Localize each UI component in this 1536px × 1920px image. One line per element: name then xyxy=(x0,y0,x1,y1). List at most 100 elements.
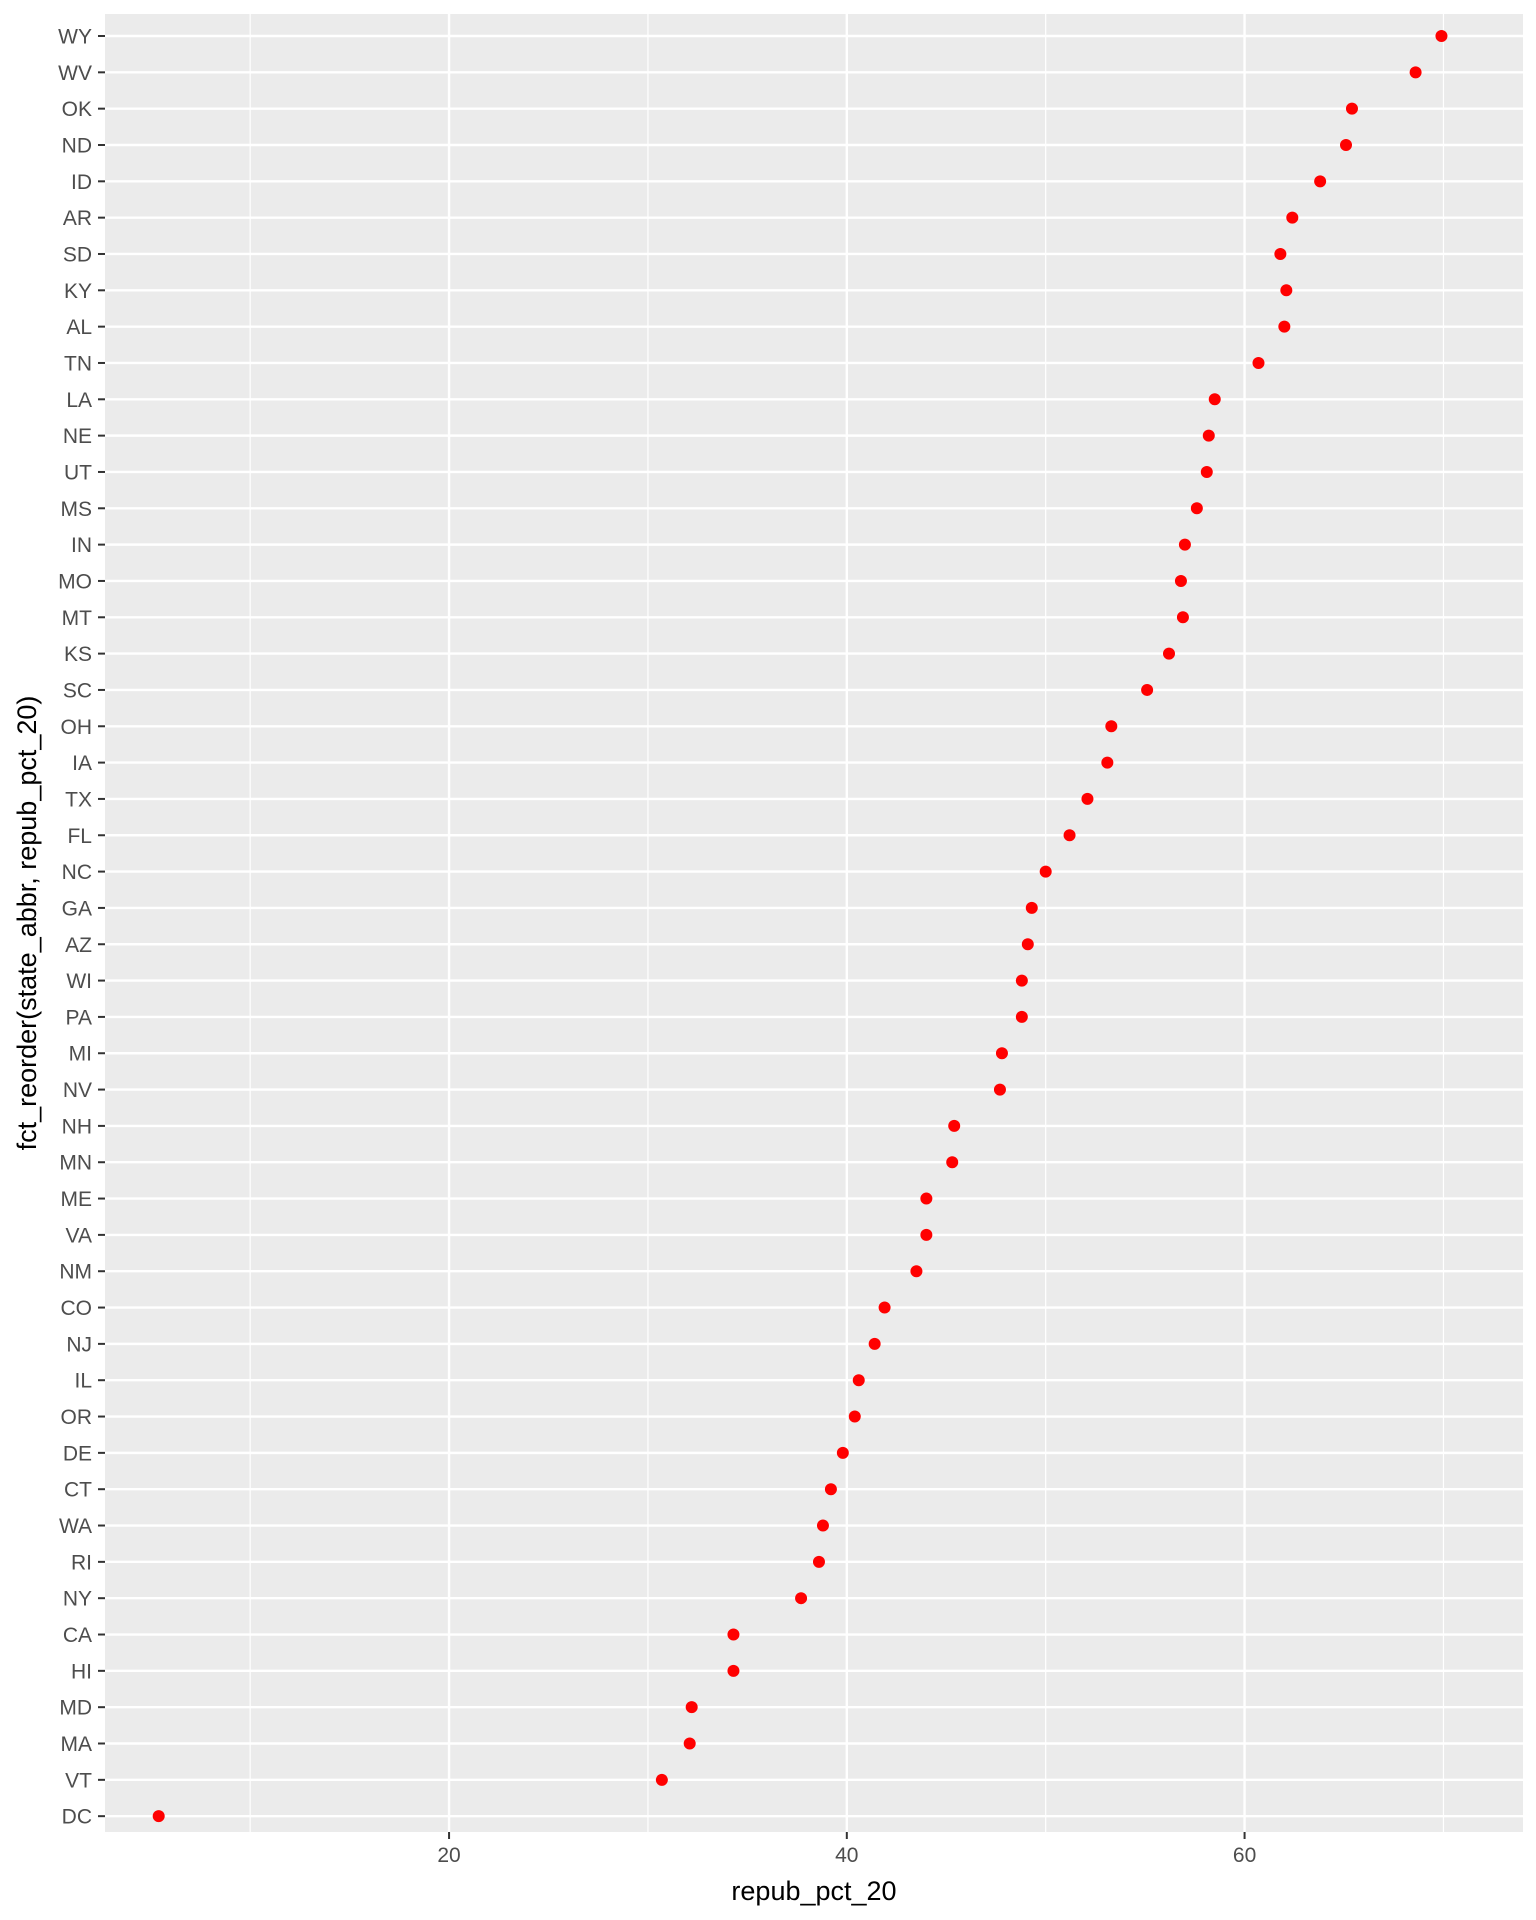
data-point xyxy=(727,1628,740,1641)
data-point xyxy=(1063,829,1076,842)
y-tick-label: OK xyxy=(62,98,92,121)
y-tick-label: AR xyxy=(63,207,92,230)
x-axis: 20 40 60 xyxy=(437,1832,1256,1867)
data-point xyxy=(1101,756,1114,769)
data-point xyxy=(1178,538,1191,551)
data-point xyxy=(1174,574,1187,587)
y-tick-label: WV xyxy=(58,62,92,85)
x-axis-title: repub_pct_20 xyxy=(731,1876,896,1906)
y-axis: DC VT MA MD HI CA NY RI WA CT DE OR IL NJ CO NM VA ME MN NH… xyxy=(58,26,105,1829)
y-tick-label: OH xyxy=(61,716,93,739)
y-tick-label: AL xyxy=(66,316,92,339)
y-tick-label: IN xyxy=(71,534,92,557)
y-tick-label: IL xyxy=(74,1370,92,1393)
data-point xyxy=(1286,211,1299,224)
y-tick-label: NM xyxy=(59,1261,92,1284)
data-point xyxy=(812,1555,825,1568)
y-tick-label: AZ xyxy=(65,934,92,957)
data-point xyxy=(1435,30,1448,42)
data-point xyxy=(1081,792,1094,805)
data-point xyxy=(655,1773,668,1786)
y-tick-label: DC xyxy=(62,1806,92,1829)
data-points xyxy=(152,30,1448,1823)
data-point xyxy=(685,1701,698,1714)
data-point xyxy=(1141,683,1154,696)
data-point xyxy=(848,1410,861,1423)
y-tick-label: OR xyxy=(61,1406,93,1429)
y-tick-label: UT xyxy=(64,461,92,484)
data-point xyxy=(1208,393,1221,406)
y-tick-label: NC xyxy=(62,861,92,884)
data-point xyxy=(1345,102,1358,115)
data-point xyxy=(1105,720,1118,733)
data-point xyxy=(878,1301,891,1314)
y-tick-label: HI xyxy=(71,1660,92,1683)
y-tick-label: TX xyxy=(65,788,92,811)
y-tick-label: MN xyxy=(59,1152,92,1175)
y-tick-label: SD xyxy=(63,243,92,266)
data-point xyxy=(795,1592,808,1605)
y-tick-label: MA xyxy=(61,1733,93,1756)
data-point xyxy=(1190,502,1203,515)
y-tick-label: NJ xyxy=(66,1333,92,1356)
y-tick-label: NH xyxy=(62,1115,92,1138)
y-tick-label: VA xyxy=(66,1224,92,1247)
data-point xyxy=(824,1483,837,1496)
data-point xyxy=(1200,465,1213,478)
y-tick-label: CA xyxy=(63,1624,92,1647)
x-tick-label: 60 xyxy=(1233,1844,1256,1867)
y-tick-label: GA xyxy=(62,897,92,920)
data-point xyxy=(1278,320,1291,333)
data-point xyxy=(1021,938,1034,951)
y-tick-label: IA xyxy=(72,752,92,775)
y-tick-label: MO xyxy=(58,570,92,593)
y-tick-label: ND xyxy=(62,134,92,157)
data-point xyxy=(1202,429,1215,442)
data-point xyxy=(1025,901,1038,914)
plot-panel xyxy=(105,14,1523,1832)
y-tick-label: MT xyxy=(62,607,92,630)
data-point xyxy=(1176,611,1189,624)
y-tick-label: SC xyxy=(63,679,92,702)
data-point xyxy=(1339,138,1352,151)
y-tick-label: KS xyxy=(64,643,92,666)
y-tick-label: WA xyxy=(59,1515,92,1538)
y-tick-label: ID xyxy=(71,171,92,194)
y-tick-label: NE xyxy=(63,425,92,448)
data-point xyxy=(993,1083,1006,1096)
y-tick-label: ME xyxy=(61,1188,93,1211)
data-point xyxy=(816,1519,829,1532)
data-point xyxy=(152,1810,165,1823)
data-point xyxy=(1314,175,1327,188)
y-tick-label: NY xyxy=(63,1588,92,1611)
data-point xyxy=(683,1737,696,1750)
data-point xyxy=(868,1337,881,1350)
y-tick-label: KY xyxy=(64,280,92,303)
y-tick-label: VT xyxy=(65,1769,92,1792)
y-tick-label: MS xyxy=(61,498,93,521)
y-tick-label: CO xyxy=(61,1297,93,1320)
data-point xyxy=(1252,356,1265,369)
y-tick-label: CT xyxy=(64,1479,92,1502)
data-point xyxy=(920,1228,933,1241)
y-tick-label: FL xyxy=(67,825,92,848)
data-point xyxy=(1409,66,1422,79)
x-tick-label: 20 xyxy=(437,1844,460,1867)
y-tick-label: MI xyxy=(69,1043,92,1066)
data-point xyxy=(946,1156,959,1169)
y-tick-label: DE xyxy=(63,1442,92,1465)
minor-gridlines xyxy=(249,14,1445,1832)
y-tick-label: NV xyxy=(63,1079,92,1102)
data-point xyxy=(995,1047,1008,1060)
y-tick-label: WI xyxy=(66,970,92,993)
y-tick-label: LA xyxy=(66,389,92,412)
y-axis-title: fct_reorder(state_abbr, repub_pct_20) xyxy=(12,696,42,1151)
data-point xyxy=(910,1265,923,1278)
y-tick-label: TN xyxy=(64,352,92,375)
data-point xyxy=(948,1119,961,1132)
data-point xyxy=(1015,1010,1028,1023)
y-tick-label: PA xyxy=(66,1006,92,1029)
data-point xyxy=(1162,647,1175,660)
data-point xyxy=(1039,865,1052,878)
